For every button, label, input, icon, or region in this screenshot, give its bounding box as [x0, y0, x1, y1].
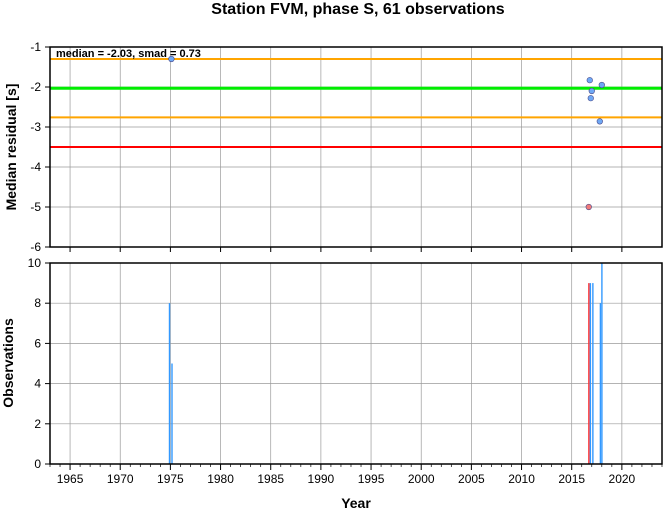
x-tick-label: 2000 — [408, 472, 435, 486]
observations-panel: 1965 1970 1975 1980 1985 1990 1995 2000 2005 2010… — [0, 256, 663, 511]
observation-bar — [589, 283, 592, 464]
residual-y-tick-label: -2 — [30, 80, 41, 94]
residual-point — [598, 81, 605, 89]
x-tick-label: 1965 — [57, 472, 84, 486]
x-tick-label: 1975 — [157, 472, 184, 486]
x-tick-label: 2015 — [558, 472, 585, 486]
chart-title: Station FVM, phase S, 61 observations — [211, 1, 505, 18]
observations-y-axis-title: Observations — [0, 318, 16, 408]
observations-y-tick-label: 8 — [34, 296, 41, 310]
x-axis-title: Year — [341, 495, 371, 511]
x-tick-label: 1990 — [308, 472, 335, 486]
residual-frame — [49, 46, 663, 248]
observation-bar — [601, 263, 603, 464]
observations-y-tick-label: 10 — [28, 256, 42, 270]
x-tick-label: 1980 — [207, 472, 234, 486]
observations-plot-area — [50, 263, 662, 464]
residual-point — [585, 203, 592, 211]
observations-y-tick-label: 0 — [34, 457, 41, 471]
residual-y-tick-label: -1 — [30, 40, 41, 54]
observations-y-tick-label: 2 — [34, 417, 41, 431]
observation-bar — [592, 283, 594, 464]
residual-panel: -1 -2 -3 -4 -5 -6 median = -2.03, smad = 0.73… — [3, 40, 663, 254]
residual-y-tick-label: -5 — [30, 200, 41, 214]
x-tick-label: 2020 — [609, 472, 636, 486]
observation-bar — [168, 303, 171, 464]
residual-point — [586, 77, 593, 84]
x-tick-label: 1985 — [257, 472, 284, 486]
residual-point — [588, 87, 595, 95]
observations-frame — [49, 262, 663, 465]
x-tick-label: 2005 — [458, 472, 485, 486]
residual-y-tick-label: -4 — [30, 160, 41, 174]
observations-y-tick-label: 6 — [34, 336, 41, 350]
residual-point — [596, 118, 603, 125]
observation-bar — [599, 303, 602, 464]
observations-y-tick-label: 4 — [34, 377, 41, 391]
residual-y-axis-title: Median residual [s] — [3, 84, 19, 211]
residual-y-tick-label: -6 — [30, 240, 41, 254]
x-tick-label: 1970 — [107, 472, 134, 486]
residual-point — [168, 55, 175, 63]
residual-y-tick-label: -3 — [30, 120, 41, 134]
x-tick-label: 1995 — [358, 472, 385, 486]
stats-annotation: median = -2.03, smad = 0.73 — [56, 48, 201, 60]
x-tick-label: 2010 — [508, 472, 535, 486]
observation-bar — [171, 363, 173, 464]
observation-bar — [588, 283, 590, 464]
residual-point — [587, 95, 594, 102]
